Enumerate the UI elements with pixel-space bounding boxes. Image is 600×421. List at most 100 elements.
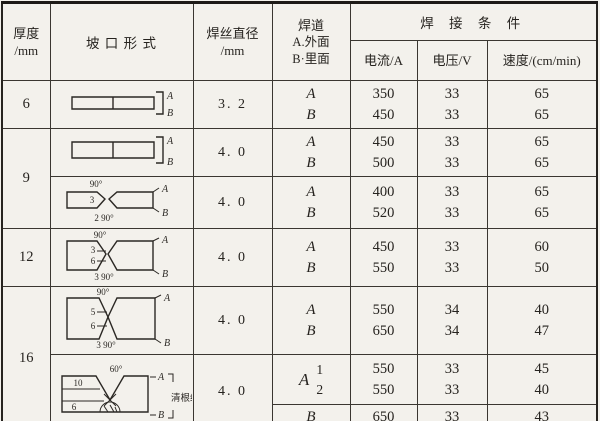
voltage-a: 34 xyxy=(444,301,460,318)
back-gouge-note: 清根约4 mm xyxy=(171,392,192,404)
col-header-speed: 速度/(cm/min) xyxy=(486,40,598,81)
thickness-header-label: 厚度 xyxy=(13,26,40,41)
current-b: 650 xyxy=(372,408,395,421)
wire-diameter-cell: 3. 2 xyxy=(192,80,273,129)
thickness-cell: 16 xyxy=(1,286,51,421)
col-header-groove: 坡 口 形 式 xyxy=(49,2,194,81)
table-row: B 650 33 43 xyxy=(2,404,598,421)
current-a: 350 xyxy=(372,85,395,102)
speed-cell: 45 40 xyxy=(486,354,598,405)
thickness-value: 6 xyxy=(22,96,30,112)
voltage-cell: 33 33 xyxy=(416,176,488,229)
pass-b: B xyxy=(306,408,316,421)
diagram-label-a: A xyxy=(161,184,169,195)
pass-cell: A B xyxy=(271,176,351,229)
current-cell: 550 550 xyxy=(349,354,418,405)
voltage-a2: 33 xyxy=(444,381,460,398)
current-a: 550 xyxy=(372,301,395,318)
thickness-value: 9 xyxy=(22,170,30,186)
col-header-conditions: 焊 接 条 件 xyxy=(349,2,598,41)
current-a: 400 xyxy=(372,183,395,200)
pass-cell: A 1 2 xyxy=(271,354,351,405)
groove-diagram-cell: A B xyxy=(49,80,194,129)
current-a1: 550 xyxy=(372,360,395,377)
thickness-cell: 12 xyxy=(1,228,51,287)
pass-header-inside: B·里面 xyxy=(292,51,330,66)
groove-dim-1: 3 xyxy=(90,245,95,255)
wire-value: 4. 0 xyxy=(218,249,247,265)
col-header-current: 电流/A xyxy=(349,40,418,81)
pass-a: A xyxy=(306,301,316,318)
pass-a-multi: A 1 2 xyxy=(273,360,349,400)
current-a2: 550 xyxy=(372,381,395,398)
pass-a1: 1 xyxy=(316,361,324,377)
table-row: 16 90° 5 6 3 90° A B xyxy=(1,286,598,421)
wire-header-label: 焊丝直径 xyxy=(206,26,259,41)
speed-a2: 40 xyxy=(534,381,550,398)
current-a: 450 xyxy=(372,133,395,150)
col-header-pass: 焊道 A.外面 B·里面 xyxy=(271,2,351,81)
pass-cell: B xyxy=(271,404,351,421)
wire-value: 4. 0 xyxy=(218,144,247,160)
groove-diagram-double-v: 90° 3 2 90° A B xyxy=(65,179,169,223)
wire-header-unit: /mm xyxy=(220,43,245,58)
speed-a: 65 xyxy=(534,85,550,102)
pass-header-outside: A.外面 xyxy=(292,34,330,49)
speed-b: 65 xyxy=(534,154,550,171)
table-row: 60° 10 6 A B 清根约4 mm 4. 0 A xyxy=(2,354,598,421)
current-cell: 650 xyxy=(349,404,418,421)
voltage-b: 33 xyxy=(444,259,460,276)
speed-b: 65 xyxy=(534,204,550,221)
pass-a: A xyxy=(306,238,316,255)
pass-cell: A B xyxy=(271,128,351,177)
voltage-cell: 33 33 xyxy=(416,128,488,177)
speed-b: 43 xyxy=(534,408,550,421)
speed-cell: 65 65 xyxy=(486,176,598,229)
groove-diagram-cell: 90° 5 6 3 90° A B xyxy=(49,286,194,355)
voltage-cell: 33 xyxy=(416,404,488,421)
voltage-b: 33 xyxy=(444,106,460,123)
groove-angle-bottom: 2 90° xyxy=(94,213,114,223)
table-row: 9 A B 4. 0 A B 450 500 xyxy=(1,128,598,229)
groove-diagram-square-butt: A B xyxy=(70,91,174,119)
current-b: 550 xyxy=(372,259,395,276)
speed-cell: 40 47 xyxy=(486,286,598,355)
voltage-cell: 34 34 xyxy=(416,286,488,355)
groove-angle-top: 90° xyxy=(89,179,102,189)
table-row: 6 A B 3. 2 A B 350 450 xyxy=(1,80,598,129)
pass-b: B xyxy=(306,322,316,339)
diagram-label-b: B xyxy=(167,157,173,168)
voltage-b: 33 xyxy=(444,154,460,171)
voltage-a: 33 xyxy=(444,85,460,102)
voltage-cell: 33 33 xyxy=(416,228,488,287)
groove-dim-1: 5 xyxy=(90,307,95,317)
current-b: 520 xyxy=(372,204,395,221)
wire-diameter-cell: 4. 0 xyxy=(192,354,273,421)
voltage-a1: 33 xyxy=(444,360,460,377)
diagram-label-b: B xyxy=(162,269,168,280)
header-row-1: 厚度 /mm 坡 口 形 式 焊丝直径 /mm 焊道 A.外面 B·里面 焊 接… xyxy=(1,2,598,81)
speed-b: 47 xyxy=(534,322,550,339)
speed-a: 65 xyxy=(534,183,550,200)
pass-a: A xyxy=(298,369,310,389)
diagram-label-b: B xyxy=(158,410,164,420)
header-row-2: 电流/A 电压/V 速度/(cm/min) xyxy=(2,40,598,81)
voltage-header-label: 电压/V xyxy=(432,53,472,68)
voltage-b: 33 xyxy=(444,408,460,421)
voltage-a: 33 xyxy=(444,133,460,150)
thickness-value: 12 xyxy=(19,249,34,265)
wire-value: 4. 0 xyxy=(218,384,247,400)
groove-dim-1: 3 xyxy=(89,195,94,205)
diagram-label-a: A xyxy=(163,293,171,304)
table-row: 90° 3 2 90° A B 4. 0 A B 400 520 xyxy=(2,176,598,229)
current-header-label: 电流/A xyxy=(363,53,403,68)
groove-header-label: 坡 口 形 式 xyxy=(85,36,158,51)
current-cell: 450 500 xyxy=(349,128,418,177)
wire-diameter-cell: 4. 0 xyxy=(192,128,273,177)
groove-angle-bottom: 3 90° xyxy=(96,340,116,349)
groove-dim-1: 10 xyxy=(73,378,83,388)
wire-diameter-cell: 4. 0 xyxy=(192,286,273,355)
pass-a: A xyxy=(306,85,316,102)
